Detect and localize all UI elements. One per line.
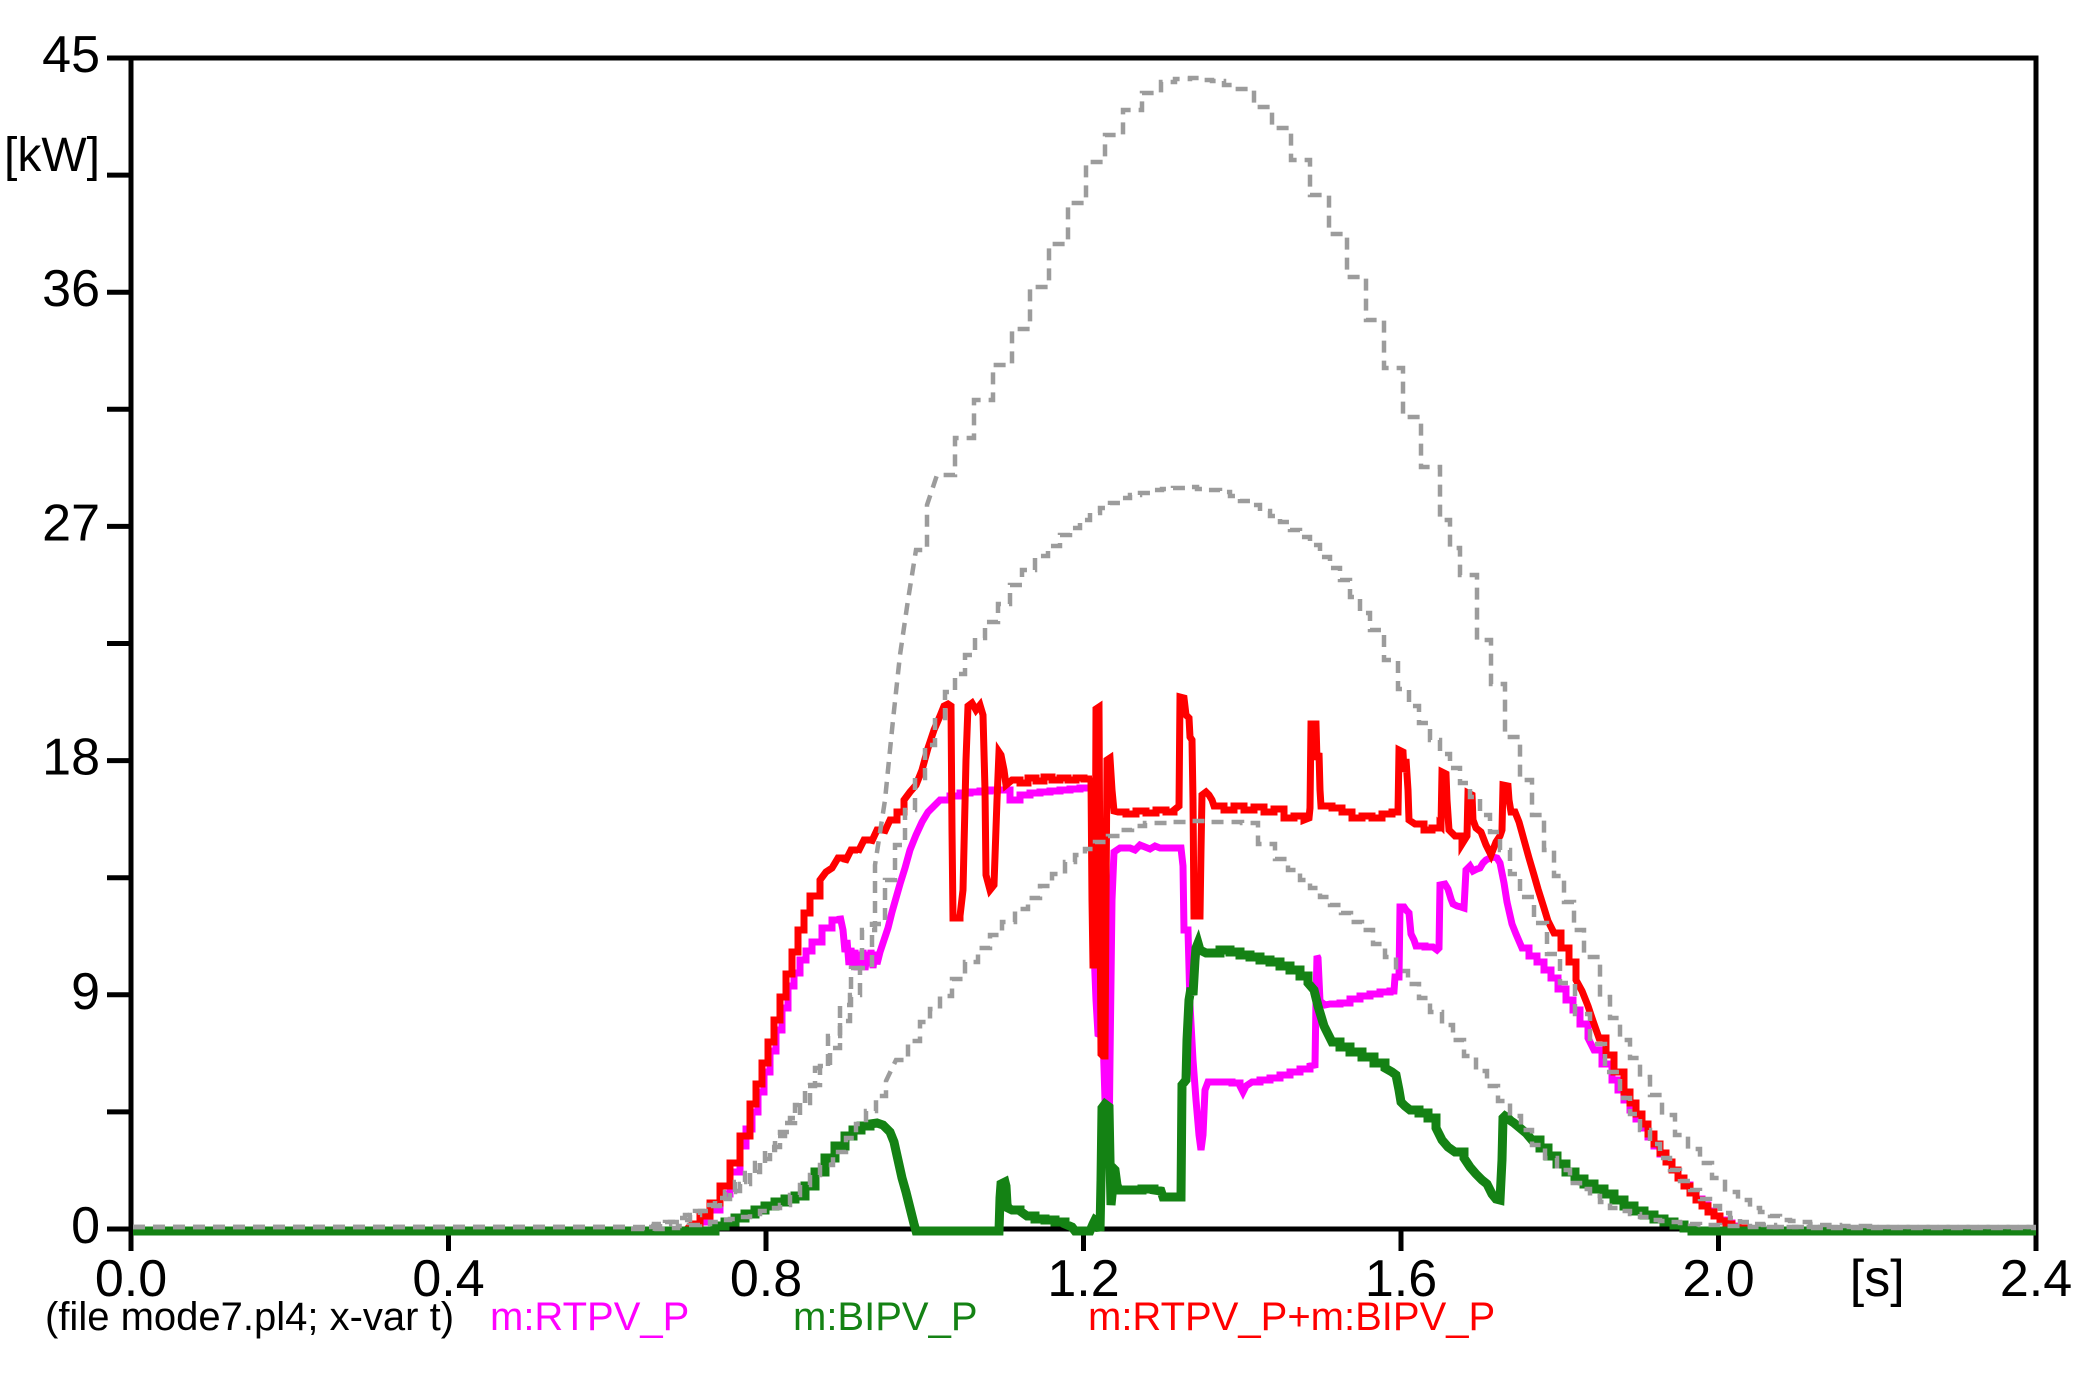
svg-text:[s]: [s] [1850,1250,1905,1308]
svg-text:9: 9 [71,963,100,1021]
svg-text:m:BIPV_P: m:BIPV_P [793,1295,978,1339]
svg-text:27: 27 [42,494,100,552]
svg-text:(file mode7.pl4; x-var t): (file mode7.pl4; x-var t) [45,1295,454,1339]
svg-text:2.4: 2.4 [2000,1250,2072,1308]
svg-text:0.8: 0.8 [730,1250,802,1308]
svg-text:45: 45 [42,26,100,84]
svg-text:0.4: 0.4 [412,1250,484,1308]
svg-text:18: 18 [42,729,100,787]
svg-text:1.2: 1.2 [1047,1250,1119,1308]
svg-text:m:RTPV_P+m:BIPV_P: m:RTPV_P+m:BIPV_P [1088,1295,1495,1339]
svg-text:2.0: 2.0 [1682,1250,1754,1308]
svg-text:[kW]: [kW] [4,129,100,182]
svg-text:36: 36 [42,260,100,318]
svg-text:m:RTPV_P: m:RTPV_P [490,1295,689,1339]
svg-text:0.0: 0.0 [95,1250,167,1308]
svg-text:0: 0 [71,1197,100,1255]
svg-text:1.6: 1.6 [1365,1250,1437,1308]
